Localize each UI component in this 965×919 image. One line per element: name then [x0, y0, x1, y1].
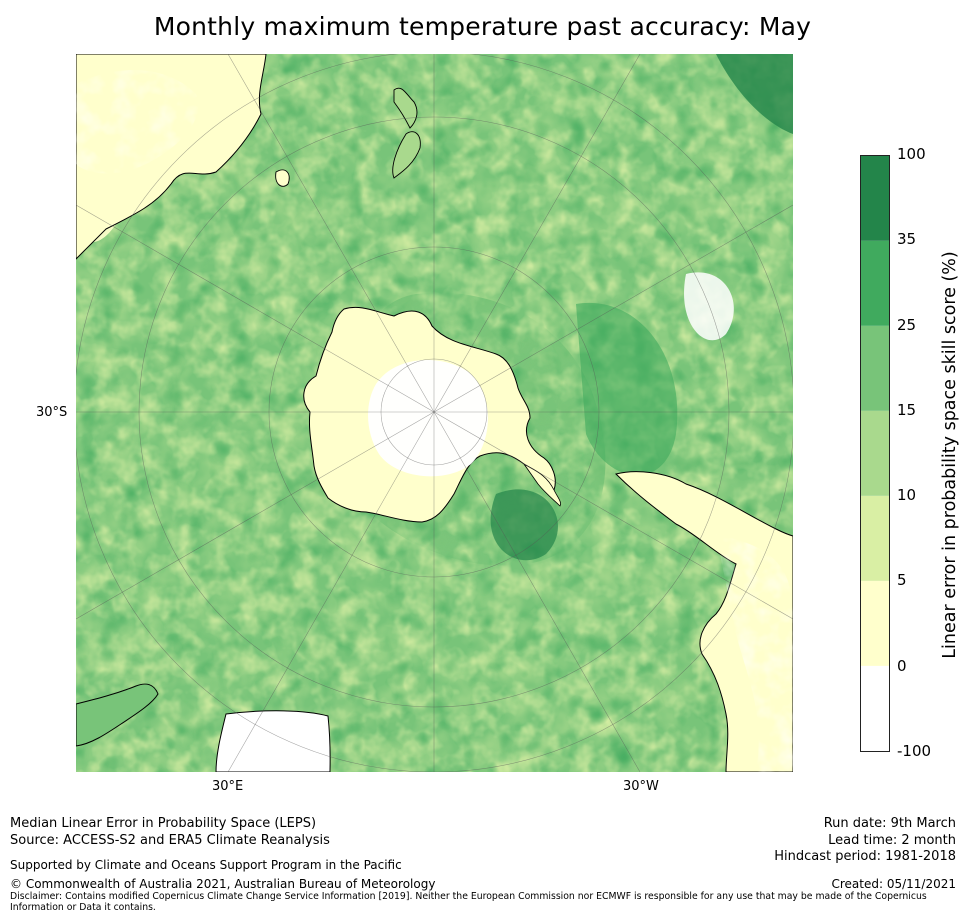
- south-america-interior: [716, 534, 793, 772]
- colorbar-tick-label: 35: [897, 230, 917, 249]
- colorbar-segment: [861, 411, 889, 496]
- meridian-30e: [227, 411, 435, 772]
- longitude-label-30w: 30°W: [623, 779, 659, 794]
- longitude-label-30e: 30°E: [212, 779, 244, 794]
- meridian-120w: [433, 204, 793, 413]
- tasmania: [275, 169, 290, 187]
- colorbar-segment: [861, 581, 889, 666]
- africa-southern-tip: [215, 710, 331, 772]
- colorbar-tick-label: 15: [897, 400, 917, 419]
- colorbar-segment: [861, 241, 889, 326]
- colorbar-segment: [861, 326, 889, 411]
- chart-title: Monthly maximum temperature past accurac…: [153, 12, 812, 41]
- colorbar-segment: [861, 496, 889, 581]
- pale-patch-east: [684, 272, 734, 341]
- footer-leps-description: Median Linear Error in Probability Space…: [10, 816, 317, 831]
- colorbar-tick-label: 10: [897, 486, 917, 505]
- colorbar-segment: [861, 156, 889, 241]
- antarctic-plateau: [368, 360, 488, 477]
- colorbar-tick-label: 25: [897, 315, 917, 334]
- lead-time: Lead time: 2 month: [828, 833, 956, 848]
- colorbar-segment: [861, 666, 889, 751]
- colorbar-title: Linear error in probability space skill …: [940, 251, 960, 659]
- map-panel: [76, 54, 793, 772]
- new-zealand-south-island: [392, 131, 421, 179]
- graticule: [76, 54, 793, 772]
- australia-interior: [76, 70, 199, 174]
- colorbar: [860, 155, 890, 752]
- footer-source: Source: ACCESS-S2 and ERA5 Climate Reana…: [10, 833, 330, 848]
- footer-copyright: © Commonwealth of Australia 2021, Austra…: [10, 877, 436, 891]
- meridian-30w: [433, 411, 641, 772]
- colorbar-tick-label: 5: [897, 571, 907, 590]
- latitude-label-30s: 30°S: [36, 405, 68, 420]
- meridian-150e: [227, 54, 435, 413]
- meridian-120e: [76, 204, 435, 413]
- footer-disclaimer: Disclaimer: Contains modified Copernicus…: [10, 891, 927, 913]
- antarctic-peninsula: [523, 463, 561, 507]
- africa-coastline: [76, 683, 159, 747]
- meridian-60w: [433, 411, 793, 620]
- high-skill-patch-northeast: [716, 54, 793, 134]
- run-date: Run date: 9th March: [823, 816, 956, 831]
- colorbar-tick-label: 100: [897, 145, 926, 163]
- high-skill-patch-east: [576, 302, 678, 476]
- meridian-60e: [76, 411, 435, 620]
- colorbar-tick-label: 0: [897, 656, 907, 675]
- created-date: Created: 05/11/2021: [831, 877, 956, 891]
- footer-support: Supported by Climate and Oceans Support …: [10, 858, 402, 872]
- colorbar-tick-label: -100: [897, 742, 932, 760]
- meridian-150w: [433, 54, 641, 413]
- high-skill-patch-south: [490, 489, 558, 561]
- hindcast-period: Hindcast period: 1981-2018: [774, 849, 956, 864]
